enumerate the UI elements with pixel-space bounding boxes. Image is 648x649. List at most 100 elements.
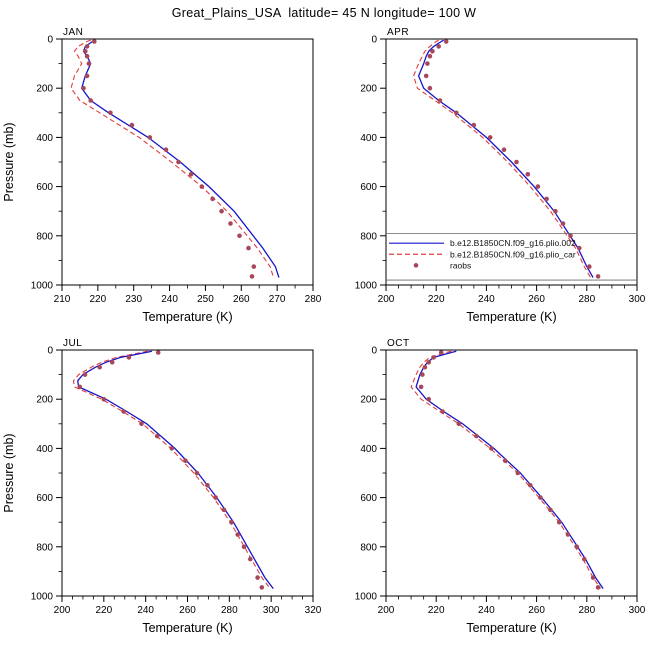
raobs-dot	[454, 110, 459, 116]
raobs-dot	[471, 122, 477, 128]
raobs-dot	[427, 85, 433, 91]
panel-apr-plot: 200 220 240 260 280 300 0 200 400 600 800 1000 Tempe…	[355, 27, 646, 324]
x-tick-label: 200	[378, 605, 395, 616]
panel-label: APR	[387, 27, 409, 38]
chart-title: Great_Plains_USA latitude= 45 N longitud…	[171, 6, 477, 20]
x-tick-label: 260	[233, 294, 250, 305]
raobs-dot	[155, 350, 161, 355]
raobs-dot	[568, 233, 573, 239]
raobs-dot	[237, 233, 242, 239]
raobs-dot	[235, 532, 240, 537]
x-tick-label: 300	[263, 605, 280, 616]
model2-line	[72, 350, 271, 589]
raobs-dot	[502, 458, 508, 463]
raobs-dot	[259, 585, 265, 590]
raobs-dot	[205, 483, 210, 488]
raobs-dot	[84, 53, 90, 59]
y-tick-label: 600	[36, 182, 53, 193]
panel-oct: 200 220 240 260 280 300 0 200 400 600 800 1000 Tempe…	[324, 337, 648, 648]
model2-line	[410, 350, 602, 589]
x-tick-label: 260	[528, 605, 545, 616]
x-tick-label: 300	[629, 294, 646, 305]
raobs-dot	[456, 421, 462, 427]
raobs-dot	[556, 519, 562, 525]
y-tick-label: 200	[360, 395, 377, 406]
raobs-dot	[246, 245, 251, 251]
raobs-dot	[126, 355, 132, 360]
raobs-dot	[426, 360, 431, 365]
x-tick-label: 300	[629, 605, 646, 616]
y-tick-label: 800	[36, 542, 53, 553]
raobs-dot	[514, 159, 519, 165]
panel-label: OCT	[387, 338, 410, 349]
x-tick-label: 240	[478, 605, 495, 616]
raobs-dot	[418, 384, 424, 390]
x-tick-label: 240	[478, 294, 495, 305]
raobs-dot	[176, 159, 181, 165]
legend-label: b.e12.B1850CN.f09_g16.plio_car	[450, 249, 576, 259]
panels-grid: 210 220 230 240 250 260 270 280 0 200 400 600 800 100…	[0, 26, 648, 648]
raobs-dot	[154, 433, 160, 439]
raobs-dot	[88, 98, 93, 103]
x-tick-label: 280	[305, 294, 322, 305]
raobs-dot	[81, 85, 86, 91]
raobs-dot	[183, 458, 188, 463]
raobs-dot	[443, 39, 449, 44]
raobs-dot	[420, 372, 425, 377]
raobs-dot	[241, 544, 247, 550]
panel-label: JAN	[63, 27, 83, 38]
raobs-dot	[101, 396, 107, 402]
x-tick-label: 210	[54, 294, 71, 305]
raobs-dot	[565, 532, 571, 537]
raobs-dot	[199, 184, 205, 189]
y-tick-label: 0	[47, 346, 53, 357]
x-tick-label: 220	[90, 294, 107, 305]
x-tick-label: 200	[54, 605, 71, 616]
raobs-dot	[590, 575, 596, 580]
raobs-dot	[228, 221, 233, 226]
legend-dot-sample	[413, 263, 419, 268]
x-tick-label: 280	[578, 605, 595, 616]
raobs-dot	[255, 575, 260, 580]
raobs-dot	[210, 196, 215, 202]
raobs-dot	[139, 421, 144, 427]
raobs-dot	[548, 507, 553, 513]
raobs-dot	[438, 350, 444, 355]
raobs-dot	[129, 122, 135, 128]
x-tick-label: 260	[179, 605, 196, 616]
raobs-dot	[577, 245, 582, 251]
x-tick-label: 220	[428, 294, 445, 305]
raobs-dot	[194, 470, 200, 476]
x-tick-label: 270	[269, 294, 286, 305]
x-tick-label: 200	[378, 294, 395, 305]
y-tick-label: 400	[36, 444, 53, 455]
raobs-dot	[574, 544, 580, 550]
raobs-dot	[544, 196, 549, 202]
y-tick-label: 800	[360, 542, 377, 553]
raobs-dot	[83, 49, 88, 54]
panel-jan: 210 220 230 240 250 260 270 280 0 200 400 600 800 100…	[0, 26, 324, 337]
raobs-dot	[82, 372, 88, 377]
raobs-dot	[582, 556, 587, 562]
raobs-dot	[163, 147, 169, 152]
x-axis-title: Temperature (K)	[142, 310, 232, 324]
raobs-dot	[108, 110, 113, 116]
raobs-dot	[587, 264, 592, 269]
raobs-dot	[229, 519, 234, 525]
y-tick-label: 600	[360, 493, 377, 504]
x-tick-label: 220	[95, 605, 112, 616]
raobs-dot	[431, 355, 436, 360]
x-axis-title: Temperature (K)	[466, 621, 556, 635]
y-tick-label: 0	[371, 346, 377, 357]
raobs-dot	[251, 264, 257, 269]
y-tick-label: 400	[360, 133, 377, 144]
raobs-dot	[595, 585, 601, 590]
x-axis-title: Temperature (K)	[466, 310, 556, 324]
plot-frame	[61, 38, 314, 286]
raobs-dot	[423, 73, 429, 79]
y-tick-label: 800	[36, 231, 53, 242]
y-tick-label: 1000	[31, 592, 54, 603]
raobs-dot	[501, 147, 507, 152]
raobs-dot	[553, 208, 558, 214]
model1-line	[77, 350, 274, 589]
